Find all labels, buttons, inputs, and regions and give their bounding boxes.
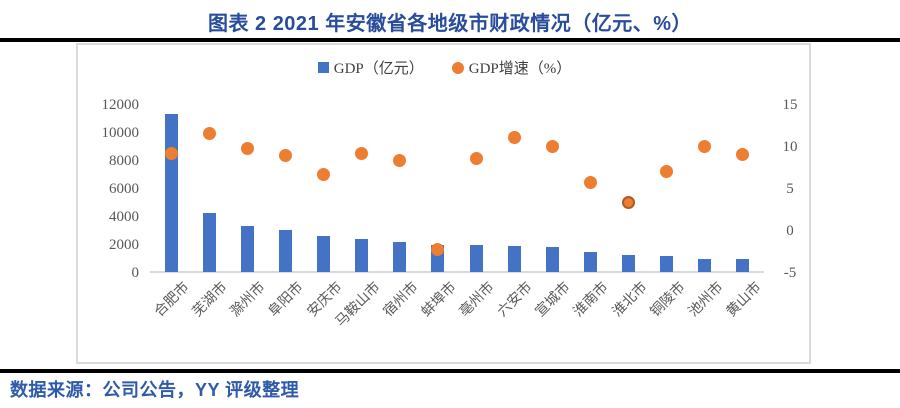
left-axis-tick-label: 8000 bbox=[109, 153, 139, 170]
gdp-bar bbox=[393, 242, 407, 273]
gdp-bar bbox=[164, 113, 178, 273]
gdp-growth-dot bbox=[622, 195, 636, 209]
gdp-growth-dot bbox=[469, 151, 483, 165]
gdp-bar bbox=[469, 245, 483, 273]
gdp-growth-dot bbox=[393, 154, 407, 168]
gdp-bar bbox=[507, 245, 521, 273]
gdp-growth-dot bbox=[698, 139, 712, 153]
gdp-bar bbox=[355, 238, 369, 273]
gdp-bar bbox=[583, 252, 597, 273]
gdp-bar bbox=[317, 235, 331, 273]
gdp-bar bbox=[240, 225, 254, 273]
gdp-growth-dot bbox=[240, 141, 254, 155]
right-axis-tick-label: 10 bbox=[782, 139, 798, 156]
x-axis-line bbox=[150, 271, 764, 273]
legend-label-gdp: GDP（亿元） bbox=[333, 61, 424, 77]
gdp-growth-dot bbox=[164, 147, 178, 161]
left-axis-tick-label: 6000 bbox=[109, 180, 139, 197]
legend-item-gdp: GDP（亿元） bbox=[317, 57, 424, 78]
legend-label-gdp-growth: GDP增速（%） bbox=[468, 61, 572, 77]
chart-legend: GDP（亿元） GDP增速（%） bbox=[76, 57, 813, 78]
gdp-bar bbox=[278, 229, 292, 273]
left-axis-tick-label: 2000 bbox=[109, 236, 139, 253]
right-axis-tick-label: 0 bbox=[786, 222, 794, 239]
gdp-bar bbox=[545, 246, 559, 273]
gdp-bar bbox=[202, 212, 216, 273]
figure-title: 图表 2 2021 年安徽省各地级市财政情况（亿元、%） bbox=[207, 13, 693, 35]
left-axis-tick-label: 12000 bbox=[101, 97, 140, 114]
gdp-growth-dot bbox=[583, 175, 597, 189]
right-axis-tick-label: 5 bbox=[786, 180, 794, 197]
gdp-bar bbox=[622, 255, 636, 273]
gdp-bar bbox=[736, 259, 750, 273]
right-axis-tick-label: 15 bbox=[782, 97, 798, 114]
legend-circle-marker-icon bbox=[451, 61, 464, 74]
gdp-growth-dot bbox=[545, 139, 559, 153]
gdp-growth-dot bbox=[507, 131, 521, 145]
gdp-growth-dot bbox=[736, 148, 750, 162]
legend-square-marker-icon bbox=[317, 62, 329, 73]
gdp-growth-dot bbox=[431, 242, 445, 256]
gdp-growth-dot bbox=[202, 127, 216, 141]
gdp-growth-dot bbox=[317, 168, 331, 182]
gdp-growth-dot bbox=[355, 147, 369, 161]
left-axis-tick-label: 0 bbox=[131, 264, 140, 281]
data-source-note: 数据来源：公司公告，YY 评级整理 bbox=[10, 380, 300, 400]
left-axis-tick-label: 4000 bbox=[109, 208, 139, 225]
top-divider-line bbox=[0, 38, 900, 42]
chart-frame bbox=[76, 43, 811, 364]
right-axis-tick-label: -5 bbox=[783, 264, 797, 281]
bottom-divider-line bbox=[0, 369, 900, 373]
gdp-bar bbox=[698, 258, 712, 273]
gdp-growth-dot bbox=[278, 149, 292, 163]
gdp-bar bbox=[660, 256, 674, 273]
legend-item-gdp-growth: GDP增速（%） bbox=[451, 57, 572, 78]
left-axis-tick-label: 10000 bbox=[101, 125, 140, 142]
gdp-growth-dot bbox=[660, 164, 674, 178]
